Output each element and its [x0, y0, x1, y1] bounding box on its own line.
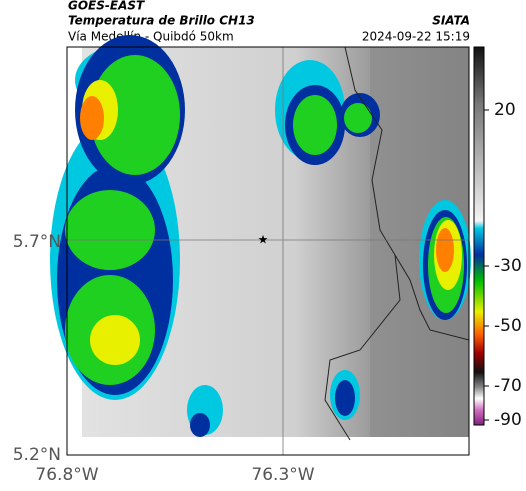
lon-label: 76.3°W — [251, 465, 314, 485]
colorbar-tick-label: -30 — [494, 256, 522, 276]
map-frame — [66, 46, 470, 456]
location-marker: ★ — [258, 233, 269, 247]
border — [344, 46, 470, 341]
colorbar-tick-label: 20 — [494, 100, 516, 120]
colorbar-tick-label: -70 — [494, 376, 522, 396]
title: Temperatura de Brillo CH13 — [68, 14, 255, 28]
lat-label: 5.7°N — [13, 232, 61, 252]
colorbar-ticks: 20 -30 -50 -70 -90 — [484, 100, 522, 430]
colorbar — [473, 46, 485, 426]
lon-label: 76.8°W — [35, 465, 98, 485]
datetime: 2024-09-22 15:19 — [362, 30, 470, 44]
subtitle: Vía Medellín - Quibdó 50km — [68, 30, 234, 44]
colorbar-tick-label: -90 — [494, 410, 522, 430]
border — [324, 254, 401, 441]
agency: SIATA — [432, 14, 470, 28]
colorbar-tick-label: -50 — [494, 316, 522, 336]
satellite-image — [50, 35, 471, 455]
lat-label: 5.2°N — [13, 445, 61, 465]
source: GOES-EAST — [68, 0, 145, 13]
